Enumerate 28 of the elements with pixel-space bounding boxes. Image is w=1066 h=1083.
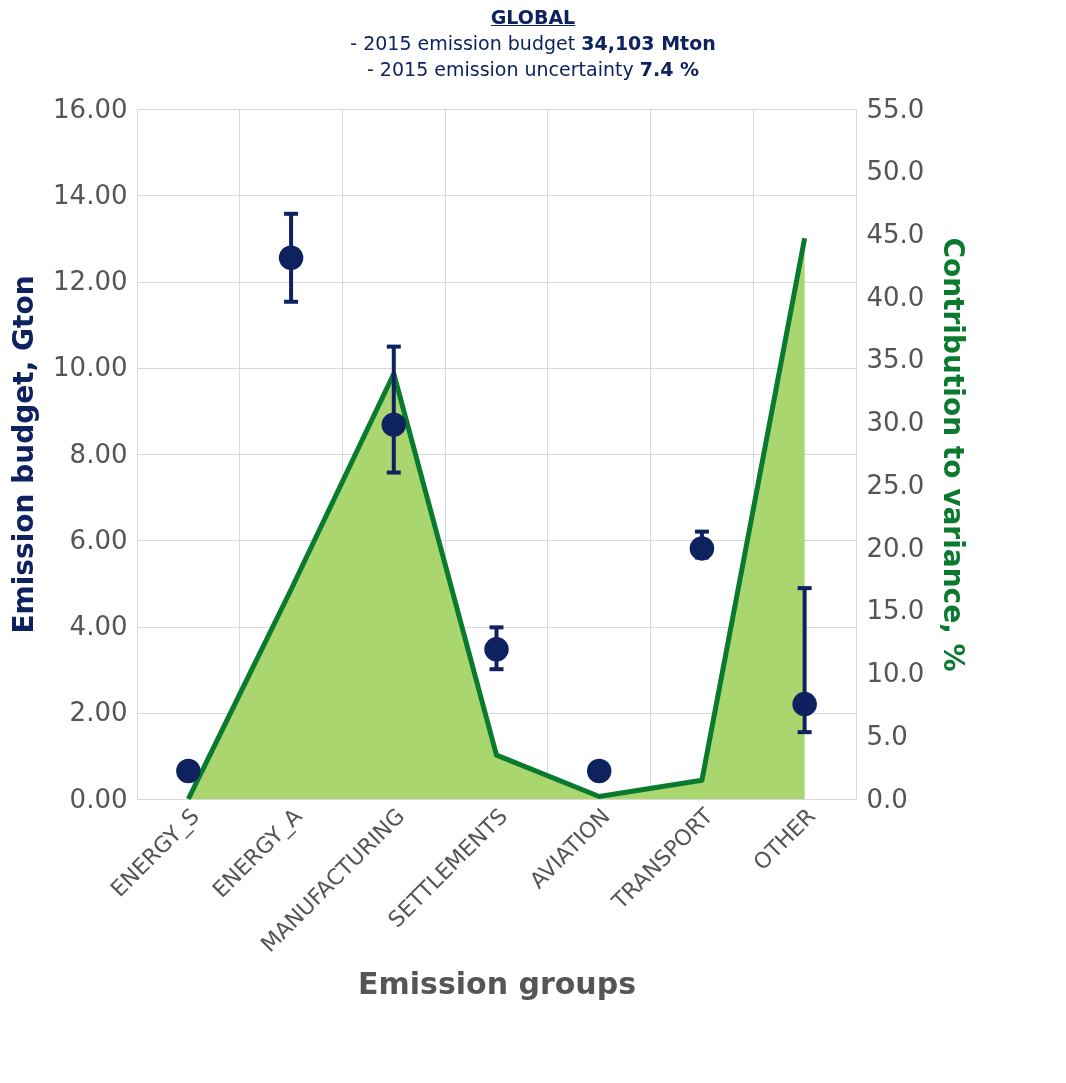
y-tick-label: 12.00	[53, 266, 128, 296]
y2-tick-label: 40.0	[866, 281, 925, 312]
y2-axis-title: Contribution to variance, %	[937, 237, 971, 672]
y2-tick-label: 15.0	[866, 595, 925, 626]
y2-tick-label: 20.0	[866, 532, 925, 563]
y2-tick-label: 55.0	[866, 93, 925, 124]
y2-tick-label: 50.0	[866, 156, 925, 187]
y2-tick-label: 0.0	[866, 783, 908, 814]
x-axis-title: Emission groups	[357, 966, 637, 1002]
y2-tick-label: 25.0	[866, 469, 925, 500]
y-tick-label: 2.00	[69, 697, 128, 728]
y2-tick-label: 35.0	[866, 344, 925, 375]
y-axis-title: Emission budget, Gton	[7, 275, 41, 634]
point	[586, 758, 612, 784]
y2-tick-label: 45.0	[866, 218, 925, 249]
chart-title: GLOBAL	[489, 5, 577, 30]
y-tick-label: 16.00	[53, 93, 128, 124]
y-tick-label: 4.00	[69, 611, 128, 641]
y-tick-label: 10.00	[53, 352, 128, 383]
y-tick-label: 0.00	[69, 783, 128, 814]
point	[176, 758, 201, 784]
y-tick-label: 6.00	[69, 524, 128, 555]
y2-tick-label: 10.0	[866, 658, 925, 689]
y-tick-label: 8.00	[69, 438, 128, 469]
chart-subtitle: - 2015 emission budget 34,103 Mton - 2015 emission uncertainty 7.4 %	[349, 31, 717, 82]
y2-tick-label: 5.0	[866, 720, 908, 751]
y-tick-label: 14.00	[53, 179, 128, 210]
y2-tick-label: 30.0	[866, 407, 925, 438]
